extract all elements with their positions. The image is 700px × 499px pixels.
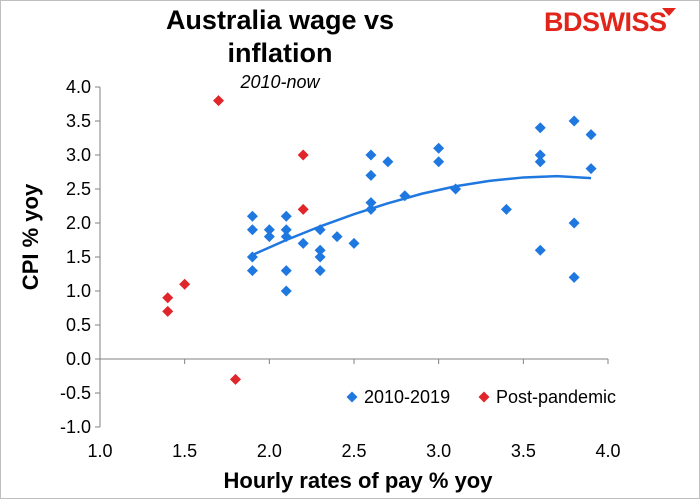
point-2010-2019	[280, 210, 292, 222]
point-2010-2019	[280, 224, 292, 236]
y-tick-label: 0.5	[66, 315, 91, 335]
point-2010-2019	[365, 197, 377, 209]
point-2010-2019	[500, 203, 512, 215]
point-2010-2019	[365, 169, 377, 181]
point-2010-2019	[246, 224, 258, 236]
trendline	[251, 174, 592, 257]
point-2010-2019	[263, 224, 275, 236]
y-tick-label: 1.5	[66, 247, 91, 267]
point-post-pandemic	[229, 373, 241, 385]
point-2010-2019	[246, 265, 258, 277]
y-tick-label: 2.5	[66, 179, 91, 199]
point-2010-2019	[534, 149, 546, 161]
point-2010-2019	[246, 251, 258, 263]
y-tick-label: -1.0	[60, 417, 91, 437]
point-post-pandemic	[297, 203, 309, 215]
point-2010-2019	[585, 129, 597, 141]
point-2010-2019	[365, 203, 377, 215]
point-2010-2019	[433, 142, 445, 154]
trendline-layer	[251, 174, 592, 257]
point-2010-2019	[568, 271, 580, 283]
point-2010-2019	[297, 237, 309, 249]
x-tick-label: 1.5	[172, 441, 197, 461]
x-tick-label: 2.5	[341, 441, 366, 461]
y-tick-label: 3.0	[66, 145, 91, 165]
x-tick-label: 3.0	[426, 441, 451, 461]
point-2010-2019	[450, 183, 462, 195]
point-2010-2019	[280, 285, 292, 297]
points-layer	[162, 95, 597, 385]
point-2010-2019	[314, 224, 326, 236]
y-tick-label: 4.0	[66, 77, 91, 97]
point-2010-2019	[263, 231, 275, 243]
point-2010-2019	[534, 122, 546, 134]
point-2010-2019	[314, 244, 326, 256]
point-post-pandemic	[162, 292, 174, 304]
axes: 4.0 3.5 3.0 2.5 2.0 1.5 1.0 0.5 0.0 -0.5 -1.0 1.0 1.…	[60, 77, 621, 461]
x-tick-label: 2.0	[257, 441, 282, 461]
brand-logo: BDSWISS	[544, 7, 667, 37]
point-post-pandemic	[297, 149, 309, 161]
legend: 2010-2019 Post-pandemic	[346, 387, 616, 407]
point-2010-2019	[314, 265, 326, 277]
legend-marker	[478, 391, 490, 403]
point-2010-2019	[280, 231, 292, 243]
point-post-pandemic	[213, 95, 225, 107]
legend-label: 2010-2019	[364, 387, 450, 407]
legend-label: Post-pandemic	[496, 387, 616, 407]
x-tick-label: 3.5	[511, 441, 536, 461]
point-2010-2019	[399, 190, 411, 202]
chart-title: Australia wage vs inflation	[165, 5, 395, 68]
y-tick-label: 0.0	[66, 349, 91, 369]
point-2010-2019	[246, 210, 258, 222]
y-tick-label: 3.5	[66, 111, 91, 131]
point-2010-2019	[568, 217, 580, 229]
point-2010-2019	[568, 115, 580, 127]
y-axis-title: CPI % yoy	[18, 183, 43, 290]
point-2010-2019	[534, 244, 546, 256]
point-post-pandemic	[179, 278, 191, 290]
point-2010-2019	[280, 265, 292, 277]
point-2010-2019	[331, 231, 343, 243]
x-tick-label: 4.0	[595, 441, 620, 461]
point-2010-2019	[348, 237, 360, 249]
x-axis-title: Hourly rates of pay % yoy	[224, 468, 494, 493]
legend-marker	[346, 391, 358, 403]
y-tick-label: 1.0	[66, 281, 91, 301]
point-2010-2019	[382, 156, 394, 168]
y-tick-label: -0.5	[60, 383, 91, 403]
point-2010-2019	[433, 156, 445, 168]
chart-subtitle: 2010-now	[240, 72, 320, 92]
point-2010-2019	[534, 156, 546, 168]
point-2010-2019	[365, 149, 377, 161]
x-tick-label: 1.0	[87, 441, 112, 461]
point-2010-2019	[585, 163, 597, 175]
point-2010-2019	[314, 251, 326, 263]
point-post-pandemic	[162, 305, 174, 317]
y-tick-label: 2.0	[66, 213, 91, 233]
